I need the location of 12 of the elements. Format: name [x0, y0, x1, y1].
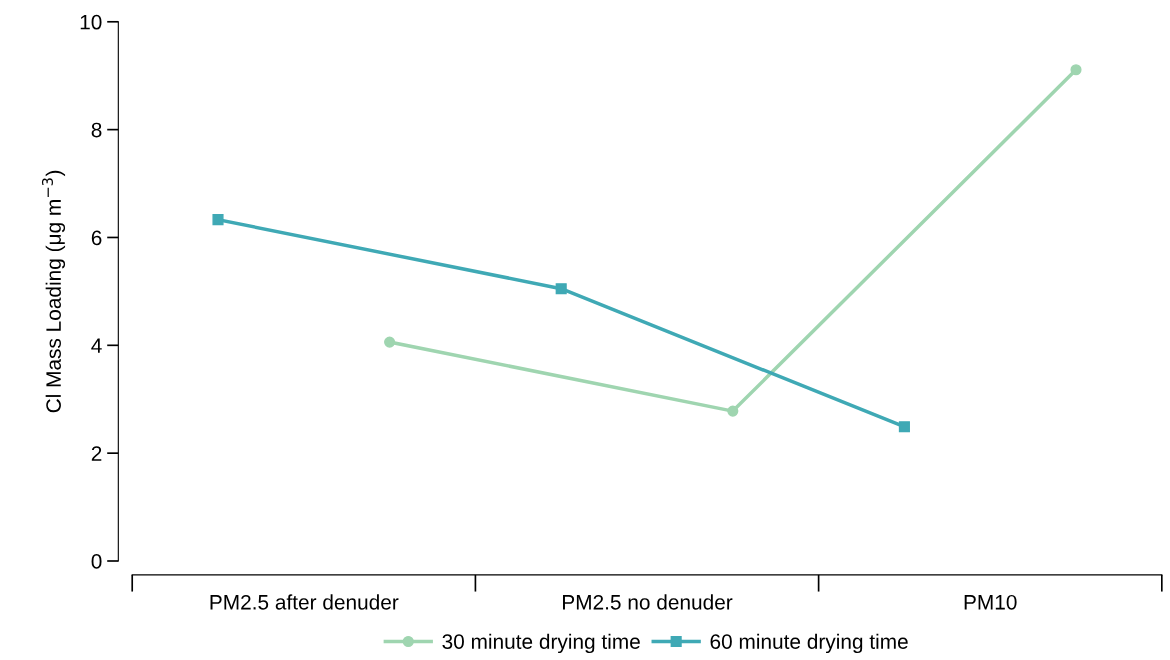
x-tick-label: PM10 [964, 594, 1017, 610]
y-tick-label: 8 [91, 122, 102, 138]
y-tick-label: 0 [91, 554, 102, 569]
y-tick-label: 4 [91, 338, 102, 353]
y-tick-label: 6 [91, 230, 102, 246]
legend-label: 30 minute drying time [442, 633, 640, 654]
y-tick-label: 2 [91, 446, 102, 461]
x-tick-label: PM2.5 after denuder [210, 594, 399, 610]
y-axis-title: Cl Mass Loading (μg m$^{−3}$) [41, 170, 66, 413]
x-tick-label: PM2.5 no denuder [563, 594, 733, 610]
y-tick-label: 10 [80, 14, 102, 30]
legend-label: 60 minute drying time [710, 633, 908, 654]
